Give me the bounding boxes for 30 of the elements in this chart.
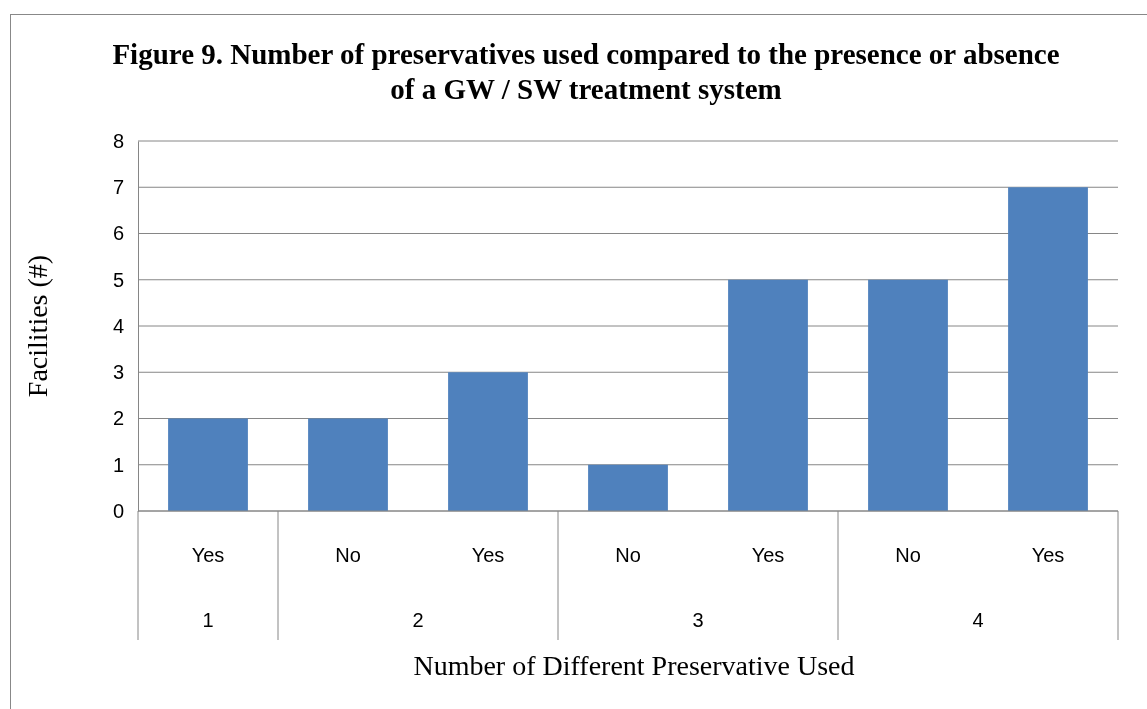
text: 3 xyxy=(692,609,704,631)
bar xyxy=(1008,187,1088,511)
x-tick-label: No xyxy=(615,544,641,566)
bar xyxy=(448,372,528,511)
x-tick-label: Yes xyxy=(471,544,505,566)
x-tick-label: Yes xyxy=(1031,544,1065,566)
y-tick-label: 1 xyxy=(112,453,124,476)
bar xyxy=(588,464,668,511)
y-tick-label: 6 xyxy=(112,222,124,245)
chart-title: Figure 9. Number of preservatives used compared to the presence or absence of a GW / SW treatment system xyxy=(112,38,1060,105)
bar xyxy=(168,418,248,511)
y-tick-label: 0 xyxy=(112,499,124,522)
bar xyxy=(728,279,808,511)
x-tick-label: No xyxy=(335,544,361,566)
y-tick-label: 7 xyxy=(112,176,124,199)
bar xyxy=(868,279,948,511)
y-axis-title: Facilities (#) xyxy=(22,254,53,398)
text: 1 xyxy=(202,609,214,631)
y-tick-label: 3 xyxy=(112,361,124,384)
x-tick-label: No xyxy=(895,544,921,566)
y-tick-label: 8 xyxy=(112,129,124,152)
y-tick-label: 2 xyxy=(112,407,124,430)
x-axis-title: Number of Different Preservative Used xyxy=(413,650,855,681)
text: 2 xyxy=(412,609,424,631)
x-tick-label: Yes xyxy=(751,544,785,566)
text: 4 xyxy=(972,609,984,631)
y-tick-label: 5 xyxy=(112,268,124,291)
bar xyxy=(308,418,388,511)
x-tick-label: Yes xyxy=(191,544,225,566)
y-tick-label: 4 xyxy=(112,314,124,337)
